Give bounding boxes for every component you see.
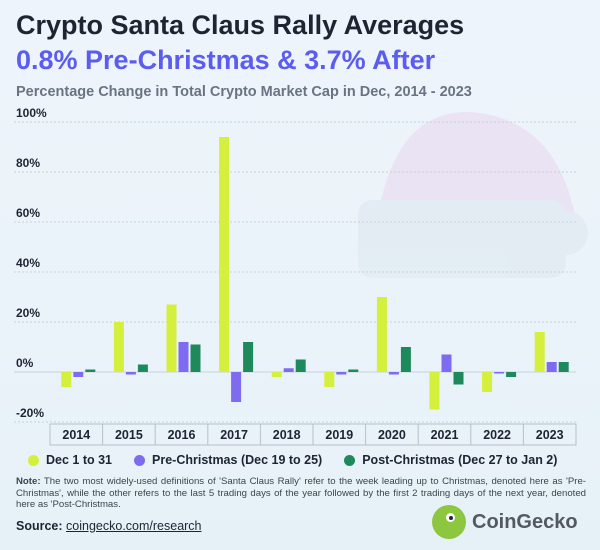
bar-post-2014 [85, 369, 96, 372]
x-tick-label: 2019 [325, 428, 353, 442]
bar-post-2018 [295, 359, 306, 372]
bar-dec-2020 [376, 297, 387, 372]
legend-swatch-post [344, 454, 356, 466]
y-tick-label: 40% [16, 256, 40, 270]
note-label: Note: [16, 476, 41, 487]
footnote: Note: The two most widely-used definitio… [16, 476, 586, 511]
bar-post-2017 [243, 342, 254, 372]
legend-item-dec: Dec 1 to 31 [28, 453, 112, 467]
bar-dec-2022 [482, 372, 493, 392]
legend-item-post: Post-Christmas (Dec 27 to Jan 2) [344, 453, 557, 467]
bar-post-2015 [137, 364, 148, 372]
y-tick-label: -20% [16, 406, 44, 420]
source-link[interactable]: coingecko.com/research [66, 519, 202, 533]
y-tick-label: 60% [16, 206, 40, 220]
legend-item-pre: Pre-Christmas (Dec 19 to 25) [134, 453, 322, 467]
y-tick-label: 0% [16, 356, 34, 370]
legend-label-post: Post-Christmas (Dec 27 to Jan 2) [362, 453, 558, 467]
bar-pre-2020 [388, 372, 399, 375]
bar-pre-2022 [494, 372, 505, 374]
bar-pre-2014 [73, 372, 84, 377]
bar-dec-2015 [113, 322, 124, 372]
bar-pre-2021 [441, 354, 452, 372]
bar-pre-2018 [283, 368, 294, 372]
chart-title: Crypto Santa Claus Rally Averages [16, 10, 465, 40]
y-tick-label: 20% [16, 306, 40, 320]
gecko-logo-icon [432, 505, 466, 539]
source-line: Source: coingecko.com/research [16, 519, 202, 533]
santa-hat-icon [358, 111, 588, 278]
x-tick-label: 2018 [273, 428, 301, 442]
brand-logo: CoinGecko [432, 505, 578, 539]
bar-post-2023 [558, 362, 569, 372]
bar-post-2019 [348, 369, 359, 372]
bar-dec-2014 [61, 372, 72, 387]
x-tick-label: 2016 [168, 428, 196, 442]
bar-pre-2016 [178, 342, 189, 372]
chart-headline: 0.8% Pre-Christmas & 3.7% After [16, 45, 436, 75]
x-tick-label: 2017 [220, 428, 248, 442]
bar-pre-2019 [336, 372, 347, 375]
bar-post-2022 [506, 372, 517, 377]
x-tick-label: 2021 [431, 428, 459, 442]
y-tick-label: 100% [16, 106, 47, 120]
legend-label-dec: Dec 1 to 31 [46, 453, 113, 467]
bar-dec-2019 [324, 372, 335, 387]
x-tick-label: 2015 [115, 428, 143, 442]
x-tick-label: 2023 [536, 428, 564, 442]
source-label: Source: [16, 519, 63, 533]
bar-post-2021 [453, 372, 464, 385]
bar-dec-2017 [219, 137, 230, 372]
x-tick-label: 2022 [483, 428, 511, 442]
bar-dec-2018 [271, 372, 282, 377]
chart-legend: Dec 1 to 31 Pre-Christmas (Dec 19 to 25)… [28, 453, 557, 467]
x-tick-label: 2020 [378, 428, 406, 442]
legend-swatch-pre [134, 454, 146, 466]
brand-name: CoinGecko [472, 510, 578, 533]
bar-pre-2023 [546, 362, 557, 372]
bar-pre-2017 [231, 372, 242, 402]
bar-dec-2016 [166, 304, 177, 372]
y-tick-label: 80% [16, 156, 40, 170]
bar-dec-2021 [429, 372, 440, 410]
legend-swatch-dec [28, 454, 39, 466]
bar-dec-2023 [534, 332, 545, 372]
bar-post-2020 [400, 347, 411, 372]
bar-pre-2015 [125, 372, 136, 375]
note-text: The two most widely-used definitions of … [16, 476, 586, 510]
chart-subtitle: Percentage Change in Total Crypto Market… [16, 84, 472, 100]
bar-post-2016 [190, 344, 201, 372]
x-tick-label: 2014 [62, 428, 90, 442]
legend-label-pre: Pre-Christmas (Dec 19 to 25) [152, 453, 323, 467]
